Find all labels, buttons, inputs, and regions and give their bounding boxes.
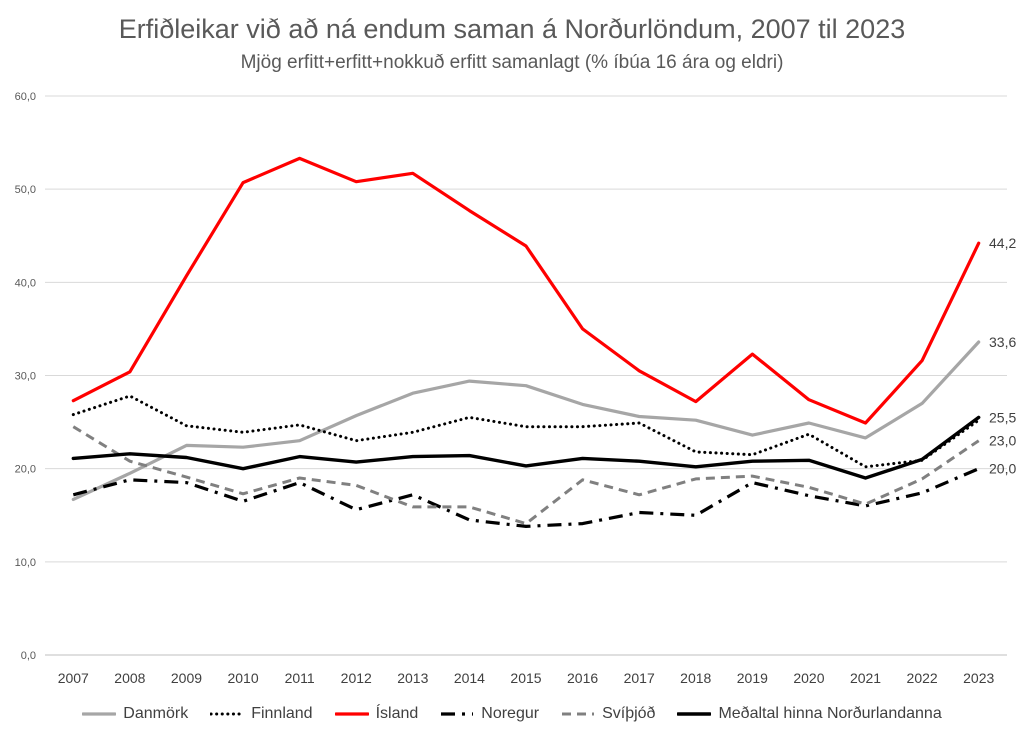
x-tick-label: 2013 (397, 670, 428, 686)
legend-swatch (210, 712, 245, 716)
y-tick-label: 20,0 (15, 464, 36, 476)
series-lines (71, 156, 981, 529)
series-line-danmork (71, 340, 981, 501)
legend-item-island: Ísland (334, 705, 419, 723)
y-axis-ticks: 0,0 10,0 20,0 30,0 40,0 50,0 60,0 (15, 91, 36, 662)
x-tick-label: 2011 (285, 670, 315, 686)
end-labels: 33,6 44,2 20,0 23,0 25,5 (989, 235, 1016, 476)
series-line-noregur (72, 467, 980, 529)
legend-swatch (677, 712, 712, 716)
y-tick-label: 50,0 (15, 184, 36, 196)
legend-swatch (441, 712, 474, 716)
x-tick-label: 2020 (793, 670, 824, 686)
legend-swatch (82, 712, 117, 716)
x-tick-label: 2016 (567, 670, 598, 686)
series-line-finnland (71, 394, 981, 469)
legend: Danmörk Finnland Ísland Noregur Svíþjóð Meðal… (0, 705, 1024, 723)
legend-item-svi-jo: Svíþjóð (561, 705, 655, 723)
legend-item-danmork: Danmörk (82, 705, 188, 723)
x-tick-label: 2010 (227, 670, 258, 686)
series-line-me-altal-hinna-nor-urlandanna (71, 415, 981, 480)
end-label-noregur: 20,0 (989, 461, 1016, 477)
series-line-svi-jo (72, 425, 980, 526)
x-tick-label: 2019 (737, 670, 768, 686)
legend-label: Noregur (481, 705, 540, 722)
end-label-danmork: 33,6 (989, 334, 1016, 350)
x-tick-label: 2007 (58, 670, 89, 686)
gridlines (45, 95, 1007, 656)
legend-item-finnland: Finnland (210, 705, 313, 723)
x-tick-label: 2012 (341, 670, 372, 686)
end-label-svi-jo: 23,0 (989, 433, 1016, 449)
x-tick-label: 2015 (510, 670, 541, 686)
legend-label: Finnland (251, 705, 313, 722)
legend-label: Svíþjóð (602, 705, 656, 722)
y-tick-label: 0,0 (21, 650, 36, 662)
end-label-island: 44,2 (989, 235, 1016, 251)
x-tick-label: 2022 (907, 670, 938, 686)
x-axis-ticks: 2007 2008 2009 2010 2011 2012 2013 2014 2015 2016… (58, 670, 995, 686)
x-tick-label: 2023 (963, 670, 994, 686)
series-line-island (71, 156, 981, 425)
x-tick-label: 2009 (171, 670, 202, 686)
y-tick-label: 30,0 (15, 371, 36, 383)
legend-label: Danmörk (123, 705, 189, 722)
legend-item-me-altal-hinna-nor-urlandanna: Meðaltal hinna Norðurlandanna (677, 705, 942, 723)
x-tick-label: 2017 (624, 670, 655, 686)
legend-swatch (334, 712, 369, 716)
end-label-me-altal-hinna-nor-urlandanna: 25,5 (989, 409, 1016, 425)
x-tick-label: 2018 (680, 670, 711, 686)
y-tick-label: 10,0 (15, 557, 36, 569)
x-tick-label: 2008 (114, 670, 145, 686)
legend-label: Ísland (375, 705, 419, 722)
y-tick-label: 40,0 (15, 277, 36, 289)
y-tick-label: 60,0 (15, 91, 36, 103)
x-tick-label: 2021 (850, 670, 881, 686)
chart-title: Erfiðleikar við að ná endum saman á Norð… (118, 14, 906, 44)
chart-subtitle: Mjög erfitt+erfitt+nokkuð erfitt samanla… (240, 52, 784, 73)
legend-label: Meðaltal hinna Norðurlandanna (718, 705, 942, 722)
legend-item-noregur: Noregur (440, 705, 539, 723)
legend-swatch (562, 712, 595, 716)
x-tick-label: 2014 (454, 670, 485, 686)
